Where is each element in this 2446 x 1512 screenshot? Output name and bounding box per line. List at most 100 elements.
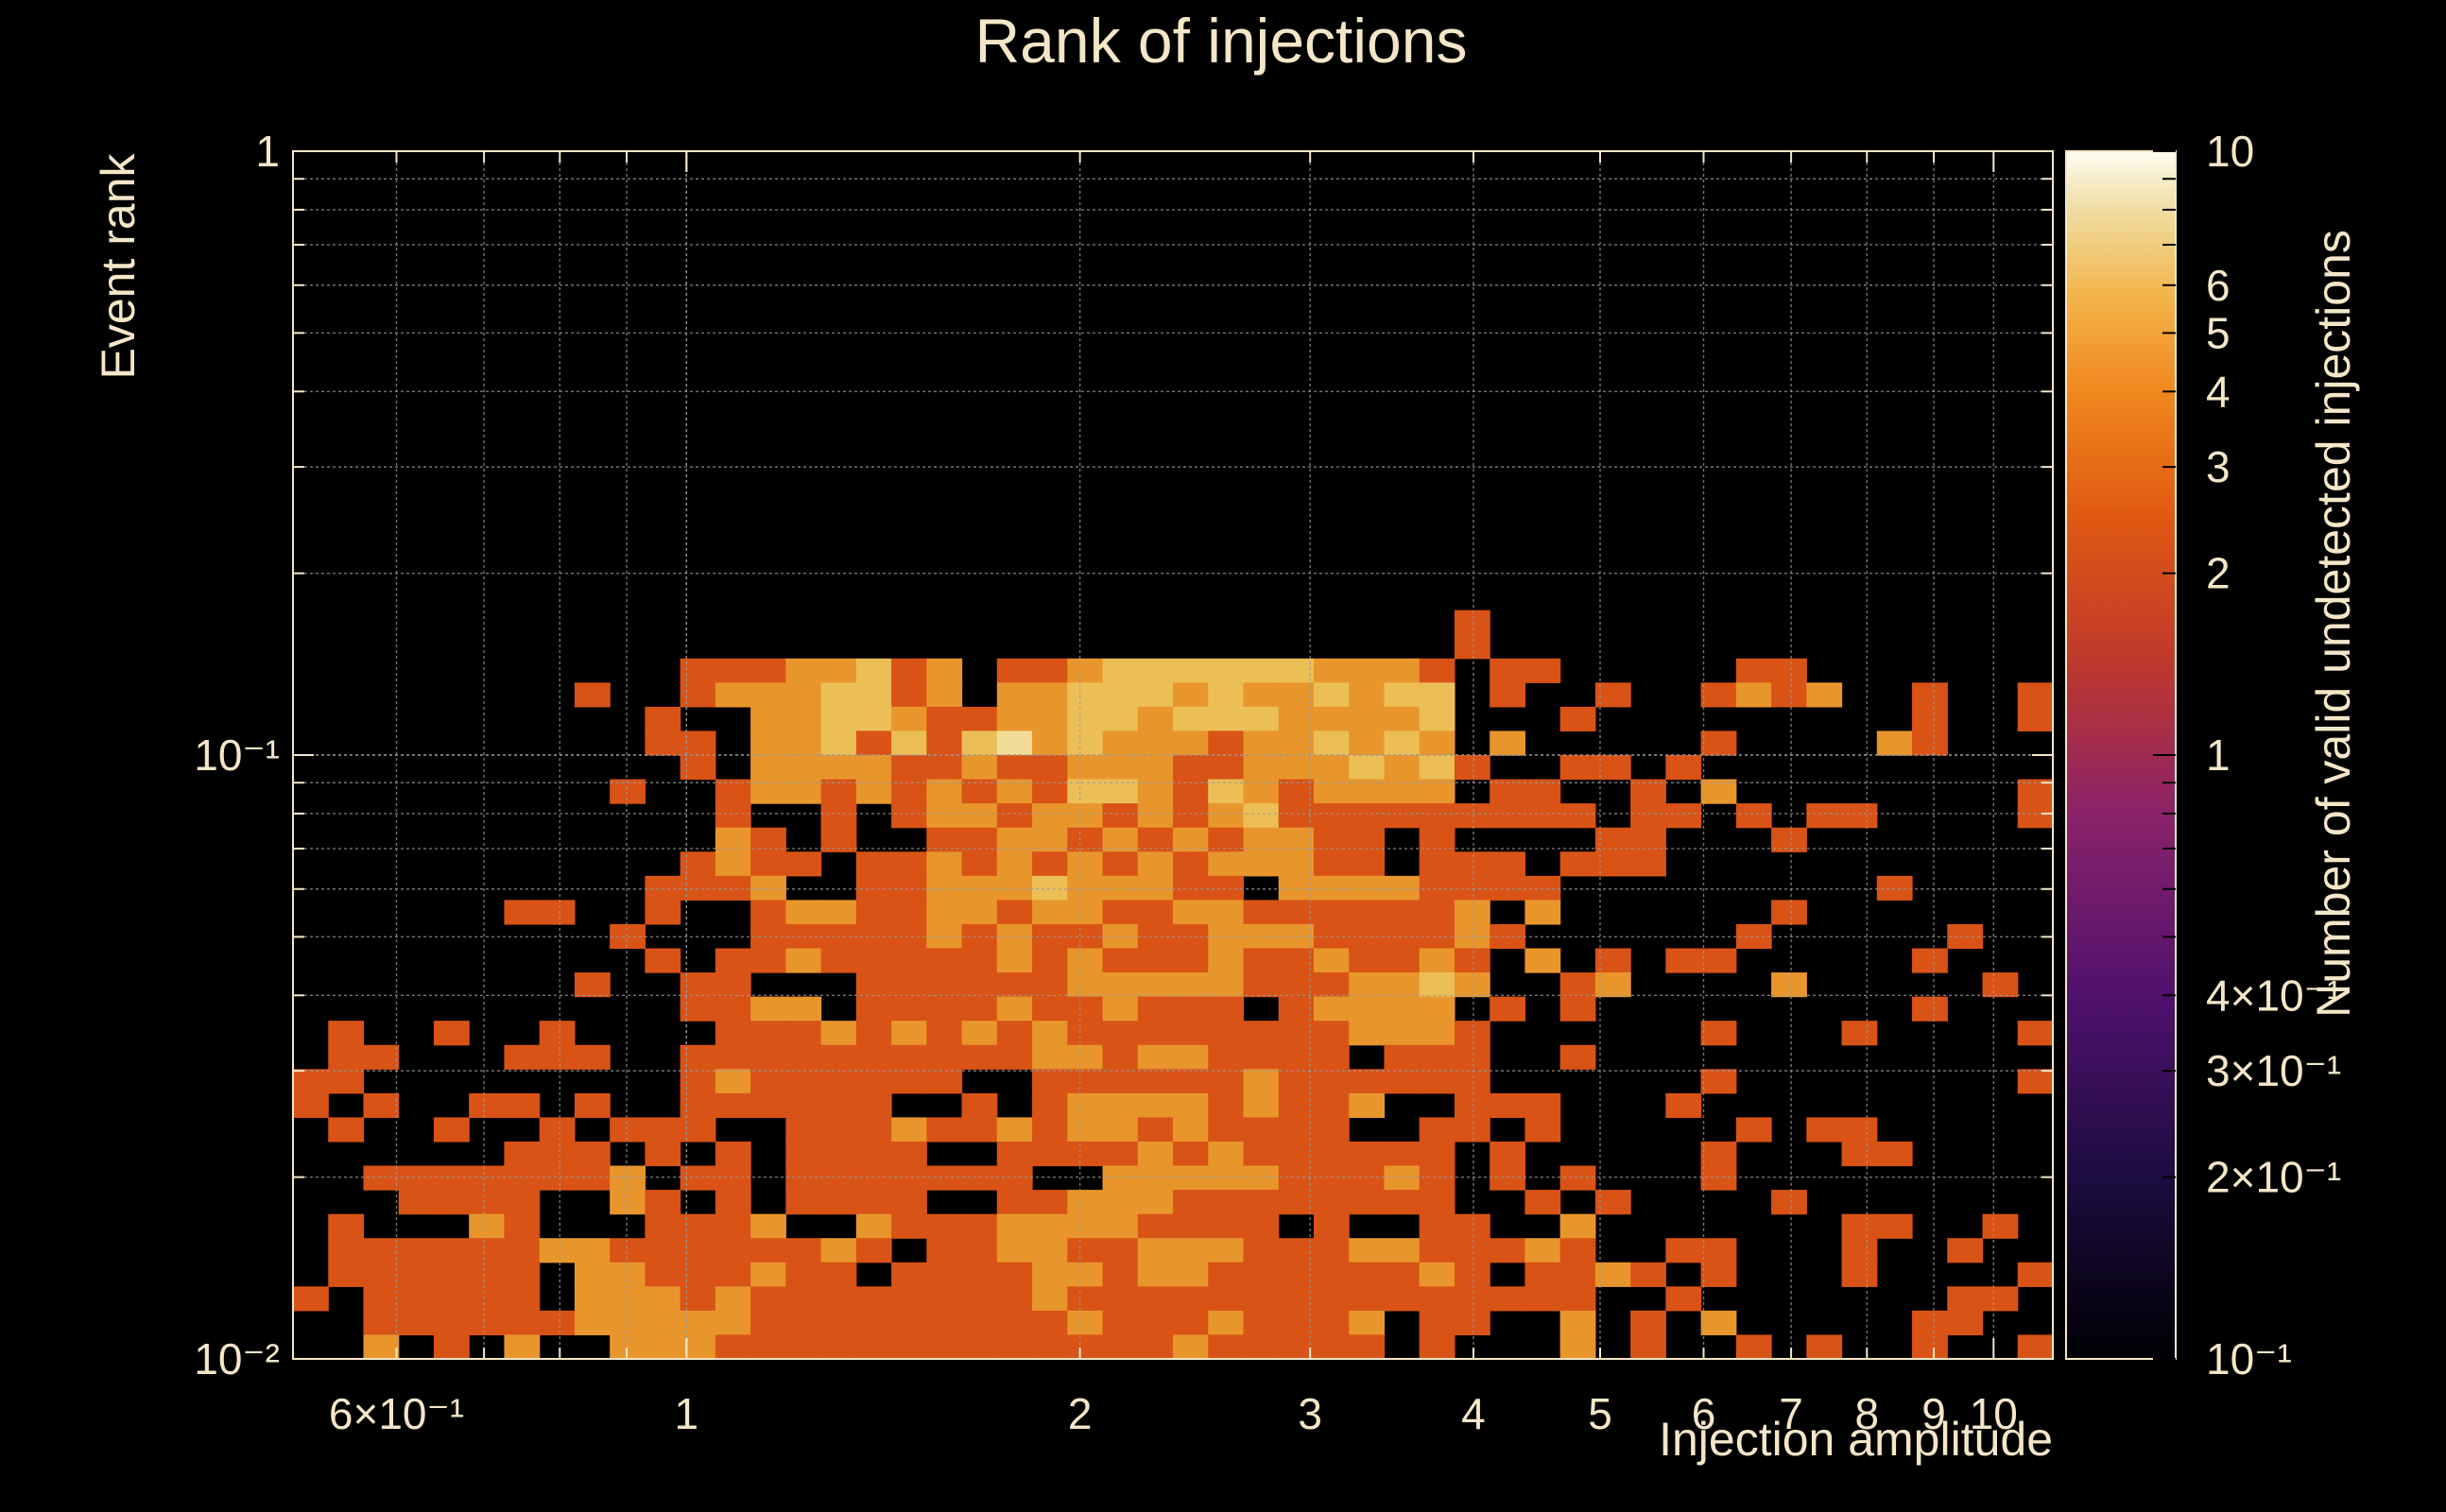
- heatmap-cell: [750, 923, 786, 950]
- heatmap-cell: [1243, 682, 1280, 708]
- heatmap-cell: [926, 1165, 963, 1191]
- heatmap-cell: [1947, 1286, 1984, 1312]
- heatmap-cell: [996, 851, 1033, 877]
- heatmap-cell: [1137, 1262, 1174, 1287]
- heatmap-cell: [996, 730, 1033, 756]
- heatmap-cell: [820, 682, 857, 708]
- heatmap-cell: [1102, 948, 1139, 973]
- heatmap-cell: [1454, 610, 1490, 635]
- heatmap-cell: [715, 1165, 751, 1191]
- heatmap-cell: [680, 658, 716, 683]
- heatmap-cell: [820, 755, 857, 781]
- heatmap-cell: [1700, 1238, 1737, 1263]
- y-tick-label: 10⁻¹: [194, 730, 280, 780]
- heatmap-cell: [1559, 996, 1596, 1022]
- heatmap-cell: [645, 1117, 681, 1143]
- heatmap-cell: [1102, 658, 1139, 683]
- heatmap-cell: [1173, 948, 1209, 973]
- x-tick-label: 9: [1921, 1389, 1946, 1438]
- heatmap-cell: [1102, 706, 1139, 732]
- heatmap-cell: [645, 1213, 681, 1239]
- heatmap-cell: [1630, 803, 1666, 829]
- heatmap-cell: [1912, 706, 1948, 732]
- heatmap-cell: [855, 682, 892, 708]
- heatmap-cell: [1454, 1286, 1490, 1312]
- heatmap-cell: [926, 827, 963, 852]
- heatmap-cell: [1419, 1165, 1456, 1191]
- heatmap-cell: [926, 755, 963, 781]
- heatmap-cell: [1313, 1165, 1350, 1191]
- heatmap-cell: [961, 1021, 998, 1046]
- heatmap-cell: [785, 1238, 822, 1263]
- heatmap-cell: [1278, 658, 1315, 683]
- heatmap-cell: [1243, 730, 1280, 756]
- heatmap-cell: [1349, 996, 1386, 1022]
- heatmap-cell: [1313, 900, 1350, 925]
- heatmap-cell: [1876, 875, 1913, 901]
- heatmap-cell: [504, 1044, 541, 1070]
- heatmap-cell: [1524, 1092, 1561, 1118]
- heatmap-cell: [855, 1165, 892, 1191]
- heatmap-cell: [1313, 1310, 1350, 1336]
- heatmap-cell: [785, 1262, 822, 1287]
- heatmap-cell: [750, 730, 786, 756]
- heatmap-cell: [1700, 1021, 1737, 1046]
- heatmap-cell: [1032, 996, 1068, 1022]
- heatmap-cell: [363, 1165, 400, 1191]
- heatmap-cell: [1278, 1165, 1315, 1191]
- heatmap-cell: [715, 1092, 751, 1118]
- heatmap-cell: [328, 1021, 365, 1046]
- heatmap-cell: [996, 1238, 1033, 1263]
- heatmap-cell: [1208, 1117, 1245, 1143]
- heatmap-cell: [1032, 1286, 1068, 1312]
- heatmap-cell: [680, 996, 716, 1022]
- heatmap-cell: [504, 1286, 541, 1312]
- heatmap-cell: [1032, 1141, 1068, 1167]
- heatmap-cell: [1349, 1069, 1386, 1094]
- heatmap-cell: [1349, 1310, 1386, 1336]
- heatmap-cell: [1208, 900, 1245, 925]
- heatmap-cell: [855, 755, 892, 781]
- heatmap-cell: [1102, 803, 1139, 829]
- heatmap-cell: [1032, 1117, 1068, 1143]
- heatmap-cell: [996, 1117, 1033, 1143]
- heatmap-cell: [539, 1044, 576, 1070]
- heatmap-cell: [1384, 1141, 1421, 1167]
- heatmap-cell: [1349, 875, 1386, 901]
- heatmap-cell: [1594, 827, 1631, 852]
- heatmap-cell: [1278, 1190, 1315, 1215]
- heatmap-cell: [1313, 972, 1350, 998]
- heatmap-cell: [1243, 1334, 1280, 1360]
- heatmap-cell: [1419, 1069, 1456, 1094]
- heatmap-cell: [1032, 875, 1068, 901]
- heatmap-cell: [469, 1213, 506, 1239]
- axes: [292, 150, 2054, 1360]
- heatmap-cell: [926, 1286, 963, 1312]
- heatmap-cell: [1349, 1238, 1386, 1263]
- heatmap-cell: [1067, 875, 1104, 901]
- heatmap-cell: [1102, 1165, 1139, 1191]
- heatmap-cell: [1173, 972, 1209, 998]
- heatmap-cell: [891, 1044, 927, 1070]
- heatmap-cell: [1490, 996, 1525, 1022]
- heatmap-cell: [785, 1141, 822, 1167]
- heatmap-cell: [1102, 1044, 1139, 1070]
- heatmap-cell: [891, 1310, 927, 1336]
- heatmap-cell: [1278, 851, 1315, 877]
- heatmap-cell: [680, 1262, 716, 1287]
- heatmap-cell: [1559, 851, 1596, 877]
- heatmap-cell: [1419, 923, 1456, 950]
- heatmap-cell: [1419, 1238, 1456, 1263]
- heatmap-cell: [1313, 1021, 1350, 1046]
- y-tick-label: 1: [255, 127, 280, 176]
- heatmap-cell: [539, 1165, 576, 1191]
- heatmap-cell: [785, 851, 822, 877]
- heatmap-cell: [1876, 730, 1913, 756]
- heatmap-cell: [1665, 1238, 1702, 1263]
- heatmap-cell: [1454, 803, 1490, 829]
- heatmap-cell: [1419, 1141, 1456, 1167]
- heatmap-cell: [750, 1069, 786, 1094]
- heatmap-cell: [750, 1286, 786, 1312]
- heatmap-cell: [891, 803, 927, 829]
- heatmap-cell: [750, 706, 786, 732]
